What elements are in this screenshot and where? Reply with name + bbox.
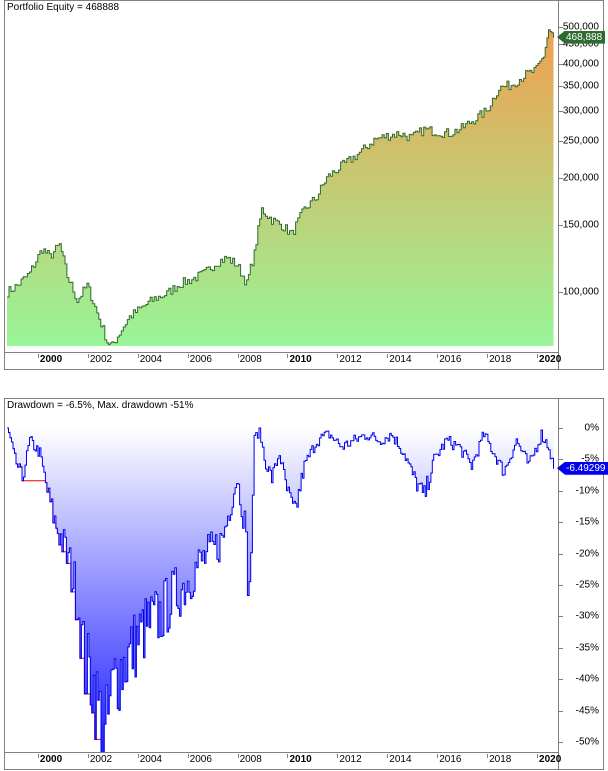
x-tick-2010: 2010 (287, 754, 312, 765)
y-tick-mark (559, 428, 563, 429)
y-tick-label: 0% (584, 422, 599, 434)
y-tick-label: -25% (575, 579, 599, 591)
equity-x-axis: 2000 2002 2004 2006 2008 2010 2012 2014 2016 2018… (5, 352, 562, 369)
y-tick-mark (559, 742, 563, 743)
equity-current-value-badge: 468,888 (557, 30, 606, 44)
y-tick-label: -5% (581, 453, 599, 465)
x-tick-2002: 2002 (87, 354, 113, 365)
y-tick-label: -30% (575, 610, 599, 622)
equity-plot-area[interactable]: Portfolio Equity = 468888 (5, 1, 559, 353)
y-tick-mark (559, 111, 563, 113)
y-tick-mark (559, 522, 563, 524)
y-tick-label: -50% (575, 736, 599, 748)
x-tick-2004: 2004 (137, 754, 162, 765)
x-tick-2012: 2012 (337, 354, 362, 365)
y-tick-mark (559, 553, 563, 555)
y-tick-label: -40% (575, 673, 599, 685)
x-tick-2000: 2000 (37, 354, 63, 365)
x-tick-2000: 2000 (37, 754, 63, 765)
equity-y-axis[interactable]: 468,888 100,000 150,000 200,000 250,000 300,… (557, 1, 606, 353)
drawdown-y-axis[interactable]: -6.49299 0% -5% -10% -15% -20% -25% -30% -35% -4… (557, 399, 608, 753)
x-tick-2002: 2002 (87, 754, 113, 765)
x-tick-2016: 2016 (437, 754, 462, 765)
y-tick-mark (559, 459, 563, 461)
equity-chart-title: Portfolio Equity = 468888 (7, 2, 120, 13)
equity-curve (7, 29, 554, 346)
x-tick-2018: 2018 (487, 754, 512, 765)
y-tick-mark (559, 292, 563, 293)
y-tick-mark (559, 27, 563, 28)
x-tick-2012: 2012 (337, 754, 362, 765)
y-tick-label: -10% (575, 485, 599, 497)
drawdown-plot-area[interactable]: Drawdown = -6.5%, Max. drawdown -51% (5, 399, 559, 753)
y-tick-mark (559, 141, 563, 143)
x-tick-2014: 2014 (387, 354, 412, 365)
equity-chart-panel: Portfolio Equity = 468888 2000 2002 2004 20… (4, 0, 606, 370)
x-tick-2020: 2020 (536, 354, 562, 365)
y-tick-mark (559, 490, 563, 492)
y-tick-mark (559, 710, 563, 712)
drawdown-chart-panel: Drawdown = -6.5%, Max. drawdown -51% 200… (4, 398, 608, 770)
y-tick-mark (559, 647, 563, 649)
y-tick-label: 500,000 (562, 21, 599, 33)
x-tick-2018: 2018 (487, 354, 512, 365)
y-tick-label: 100,000 (562, 286, 599, 298)
y-tick-label: 450,000 (562, 38, 599, 50)
drawdown-current-value-badge: -6.49299 (557, 461, 608, 475)
y-tick-mark (559, 616, 563, 618)
x-tick-2014: 2014 (387, 754, 412, 765)
y-tick-mark (559, 585, 563, 586)
x-tick-2006: 2006 (187, 754, 212, 765)
y-tick-label: -35% (575, 642, 599, 654)
drawdown-x-axis: 2000 2002 2004 2006 2008 2010 2012 2014 2016 2018… (5, 752, 562, 769)
y-tick-mark (559, 63, 563, 65)
x-tick-2016: 2016 (437, 354, 462, 365)
y-tick-label: 350,000 (562, 80, 599, 92)
x-tick-2004: 2004 (137, 354, 162, 365)
y-tick-label: 300,000 (562, 105, 599, 117)
x-tick-2006: 2006 (187, 354, 212, 365)
x-tick-2020: 2020 (536, 754, 562, 765)
y-tick-mark (559, 177, 563, 179)
y-tick-label: -15% (575, 516, 599, 528)
y-tick-mark (559, 225, 563, 227)
y-tick-label: 250,000 (562, 135, 599, 147)
x-tick-2010: 2010 (287, 354, 312, 365)
drawdown-curve (7, 427, 554, 752)
x-tick-2008: 2008 (237, 354, 262, 365)
y-tick-label: -45% (575, 705, 599, 717)
y-tick-mark (559, 679, 563, 681)
y-tick-label: 200,000 (562, 172, 599, 184)
y-tick-mark (559, 85, 563, 87)
x-tick-2008: 2008 (237, 754, 262, 765)
y-tick-label: 400,000 (562, 58, 599, 70)
y-tick-mark (559, 44, 563, 46)
y-tick-label: -20% (575, 548, 599, 560)
drawdown-chart-title: Drawdown = -6.5%, Max. drawdown -51% (7, 400, 194, 411)
y-tick-label: 150,000 (562, 219, 599, 231)
